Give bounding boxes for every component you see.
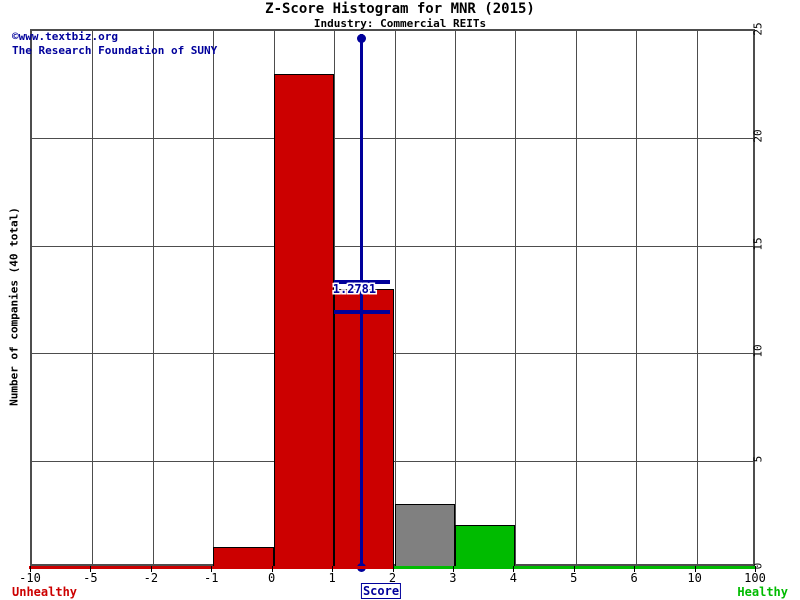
x-axis-tick (211, 566, 213, 572)
credit-line-1: ©www.textbiz.org (12, 30, 118, 43)
x-axis-tick (573, 566, 575, 572)
gridline-vertical (575, 31, 577, 564)
gridline-horizontal (32, 245, 753, 247)
marker-vertical-line (360, 34, 364, 568)
x-axis-tick-label: -1 (204, 571, 219, 585)
histogram-bar (213, 546, 274, 568)
gridline-vertical (454, 31, 456, 564)
histogram-bar (334, 288, 395, 568)
x-axis-tick (634, 566, 636, 572)
chart-subtitle: Industry: Commercial REITs (313, 17, 487, 30)
x-axis-tick-label: 1 (328, 571, 336, 585)
x-axis-tick-label: 0 (268, 571, 276, 585)
x-axis-tick-label: 10 (687, 571, 702, 585)
x-axis-tick (513, 566, 515, 572)
x-axis-tick (452, 566, 454, 572)
x-axis-tick (392, 566, 394, 572)
y-axis-tick-label: 5 (751, 455, 765, 462)
x-axis-tick-label: 3 (449, 571, 457, 585)
x-axis-tick-label: 4 (509, 571, 517, 585)
unhealthy-band (29, 566, 393, 569)
gridline-vertical (696, 31, 698, 564)
copyright-credit: ©www.textbiz.org The Research Foundation… (12, 30, 217, 58)
histogram-bar (394, 503, 455, 568)
marker-dot-top (357, 34, 367, 43)
x-axis-tick-label: 100 (744, 571, 766, 585)
x-axis-title: Score (360, 583, 402, 599)
x-axis-tick (755, 566, 756, 572)
y-axis-tick-label: 25 (751, 22, 765, 36)
x-axis-tick (150, 566, 152, 572)
x-axis-tick (271, 566, 273, 572)
gridline-vertical (213, 31, 215, 564)
gridline-vertical (92, 31, 94, 564)
credit-line-2: The Research Foundation of SUNY (12, 44, 218, 57)
y-axis-tick-label: 10 (751, 344, 765, 358)
marker-value-label: 1.2781 (332, 281, 377, 296)
x-axis-tick (30, 566, 31, 572)
gridline-vertical (152, 31, 154, 564)
unhealthy-zone-label: Unhealthy (12, 585, 78, 599)
gridline-horizontal (32, 138, 753, 140)
x-axis-tick-label: 5 (570, 571, 578, 585)
y-axis-title: Number of companies (40 total) (7, 207, 21, 406)
y-axis-tick-label: 15 (751, 237, 765, 251)
x-axis-tick-label: -10 (19, 571, 41, 585)
gridline-vertical (515, 31, 517, 564)
gridline-vertical (394, 31, 396, 564)
plot-area: 1.2781 (30, 29, 755, 572)
chart-title: Z-Score Histogram for MNR (2015) (265, 1, 535, 17)
x-axis-tick-label: -2 (143, 571, 159, 585)
x-axis-tick-label: 2 (388, 571, 397, 585)
x-axis-tick (694, 566, 696, 572)
y-axis-tick-label: 20 (751, 129, 765, 144)
marker-whisker-cap (333, 310, 390, 315)
x-axis-tick-label: -5 (83, 571, 98, 585)
x-axis-tick (332, 566, 334, 572)
healthy-zone-label: Healthy (737, 585, 788, 599)
gridline-vertical (636, 31, 638, 564)
marker-whisker-cap (333, 280, 390, 285)
x-axis-tick (90, 566, 92, 572)
histogram-bar (454, 525, 516, 568)
histogram-bar (273, 73, 335, 568)
x-axis-tick-label: 6 (630, 571, 638, 585)
